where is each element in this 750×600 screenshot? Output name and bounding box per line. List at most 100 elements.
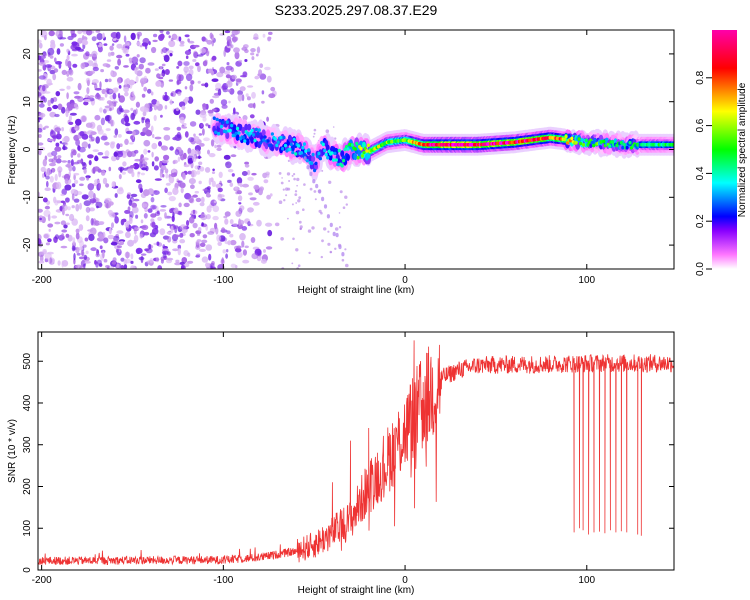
noise-blob <box>79 176 86 181</box>
ridge-cell <box>346 147 350 151</box>
noise-blob <box>108 89 115 93</box>
noise-blob <box>153 190 160 196</box>
noise-blob <box>229 233 234 238</box>
noise-blob <box>127 239 135 247</box>
noise-blob <box>78 256 85 260</box>
ridge-cell <box>360 154 365 158</box>
noise-blob <box>281 177 283 179</box>
noise-blob <box>130 253 134 260</box>
noise-blob <box>57 103 63 110</box>
noise-blob <box>203 137 210 142</box>
noise-blob <box>138 63 144 70</box>
noise-blob <box>43 91 51 94</box>
noise-blob <box>105 128 111 132</box>
noise-blob <box>283 199 286 202</box>
noise-blob <box>174 262 182 266</box>
noise-blob <box>153 33 158 38</box>
noise-blob <box>248 192 253 196</box>
noise-blob <box>141 117 145 124</box>
noise-blob <box>97 152 104 156</box>
noise-blob <box>111 155 117 162</box>
noise-blob <box>39 55 46 60</box>
noise-blob <box>172 137 178 141</box>
noise-blob <box>85 51 90 57</box>
noise-blob <box>142 203 148 208</box>
ridge-cell <box>324 152 328 157</box>
noise-blob <box>218 171 223 178</box>
noise-blob <box>128 228 132 231</box>
noise-blob <box>223 49 226 57</box>
ridge-cell <box>281 146 285 151</box>
ridge-cell <box>341 252 345 257</box>
noise-blob <box>202 60 208 67</box>
noise-blob <box>320 211 323 215</box>
noise-blob <box>221 85 226 90</box>
noise-blob <box>160 165 167 171</box>
ridge-cell <box>297 144 301 148</box>
noise-blob <box>53 196 57 204</box>
noise-blob <box>207 149 210 155</box>
noise-blob <box>88 160 92 166</box>
noise-blob <box>212 205 220 213</box>
noise-blob <box>135 66 140 70</box>
noise-blob <box>201 222 204 227</box>
noise-blob <box>313 128 317 132</box>
noise-blob <box>130 107 134 111</box>
noise-blob <box>138 183 143 190</box>
noise-blob <box>96 205 99 209</box>
noise-blob <box>211 180 216 187</box>
noise-blob <box>126 194 131 200</box>
noise-blob <box>267 36 272 40</box>
noise-blob <box>143 231 150 236</box>
noise-blob <box>116 54 123 59</box>
ridge-cell <box>290 144 295 152</box>
ridge-cell <box>219 124 224 129</box>
noise-blob <box>247 103 255 108</box>
noise-blob <box>242 183 249 188</box>
noise-blob <box>216 144 222 148</box>
ridge-cell <box>303 156 307 161</box>
noise-blob <box>145 121 151 129</box>
noise-blob <box>80 115 87 123</box>
noise-blob <box>52 73 57 81</box>
noise-blob <box>170 172 177 178</box>
noise-blob <box>295 202 298 204</box>
noise-blob <box>39 217 42 221</box>
noise-blob <box>252 36 259 40</box>
ridge-cell <box>570 136 574 141</box>
ridge-cell <box>318 156 322 161</box>
noise-blob <box>329 250 333 254</box>
noise-blob <box>48 228 51 232</box>
noise-blob <box>141 167 148 171</box>
noise-blob <box>245 93 249 97</box>
noise-blob <box>61 233 65 239</box>
noise-blob <box>201 256 209 263</box>
noise-blob <box>344 248 347 251</box>
noise-blob <box>123 35 127 43</box>
noise-blob <box>77 145 81 151</box>
noise-blob <box>132 162 140 170</box>
spectrogram-x-axis: -200 -100 0 100 <box>32 30 596 286</box>
noise-blob <box>207 124 211 129</box>
noise-blob <box>179 116 185 124</box>
ridge-cell <box>332 231 336 237</box>
noise-blob <box>200 196 205 204</box>
x-tick-label: 100 <box>578 575 595 586</box>
ridge-cell <box>276 140 280 144</box>
noise-blob <box>156 100 160 107</box>
noise-blob <box>160 114 163 118</box>
noise-blob <box>195 197 202 203</box>
noise-blob <box>38 75 46 80</box>
ridge-cell <box>340 163 344 168</box>
ridge-cell <box>256 131 260 136</box>
noise-blob <box>111 181 116 188</box>
y-tick-label: 400 <box>22 394 33 411</box>
noise-blob <box>70 188 78 196</box>
noise-blob <box>109 266 115 269</box>
noise-blob <box>44 168 52 176</box>
noise-blob <box>51 215 58 219</box>
noise-blob <box>175 259 180 263</box>
noise-blob <box>38 238 42 245</box>
noise-blob <box>210 139 215 147</box>
x-tick-label: 100 <box>578 275 595 286</box>
